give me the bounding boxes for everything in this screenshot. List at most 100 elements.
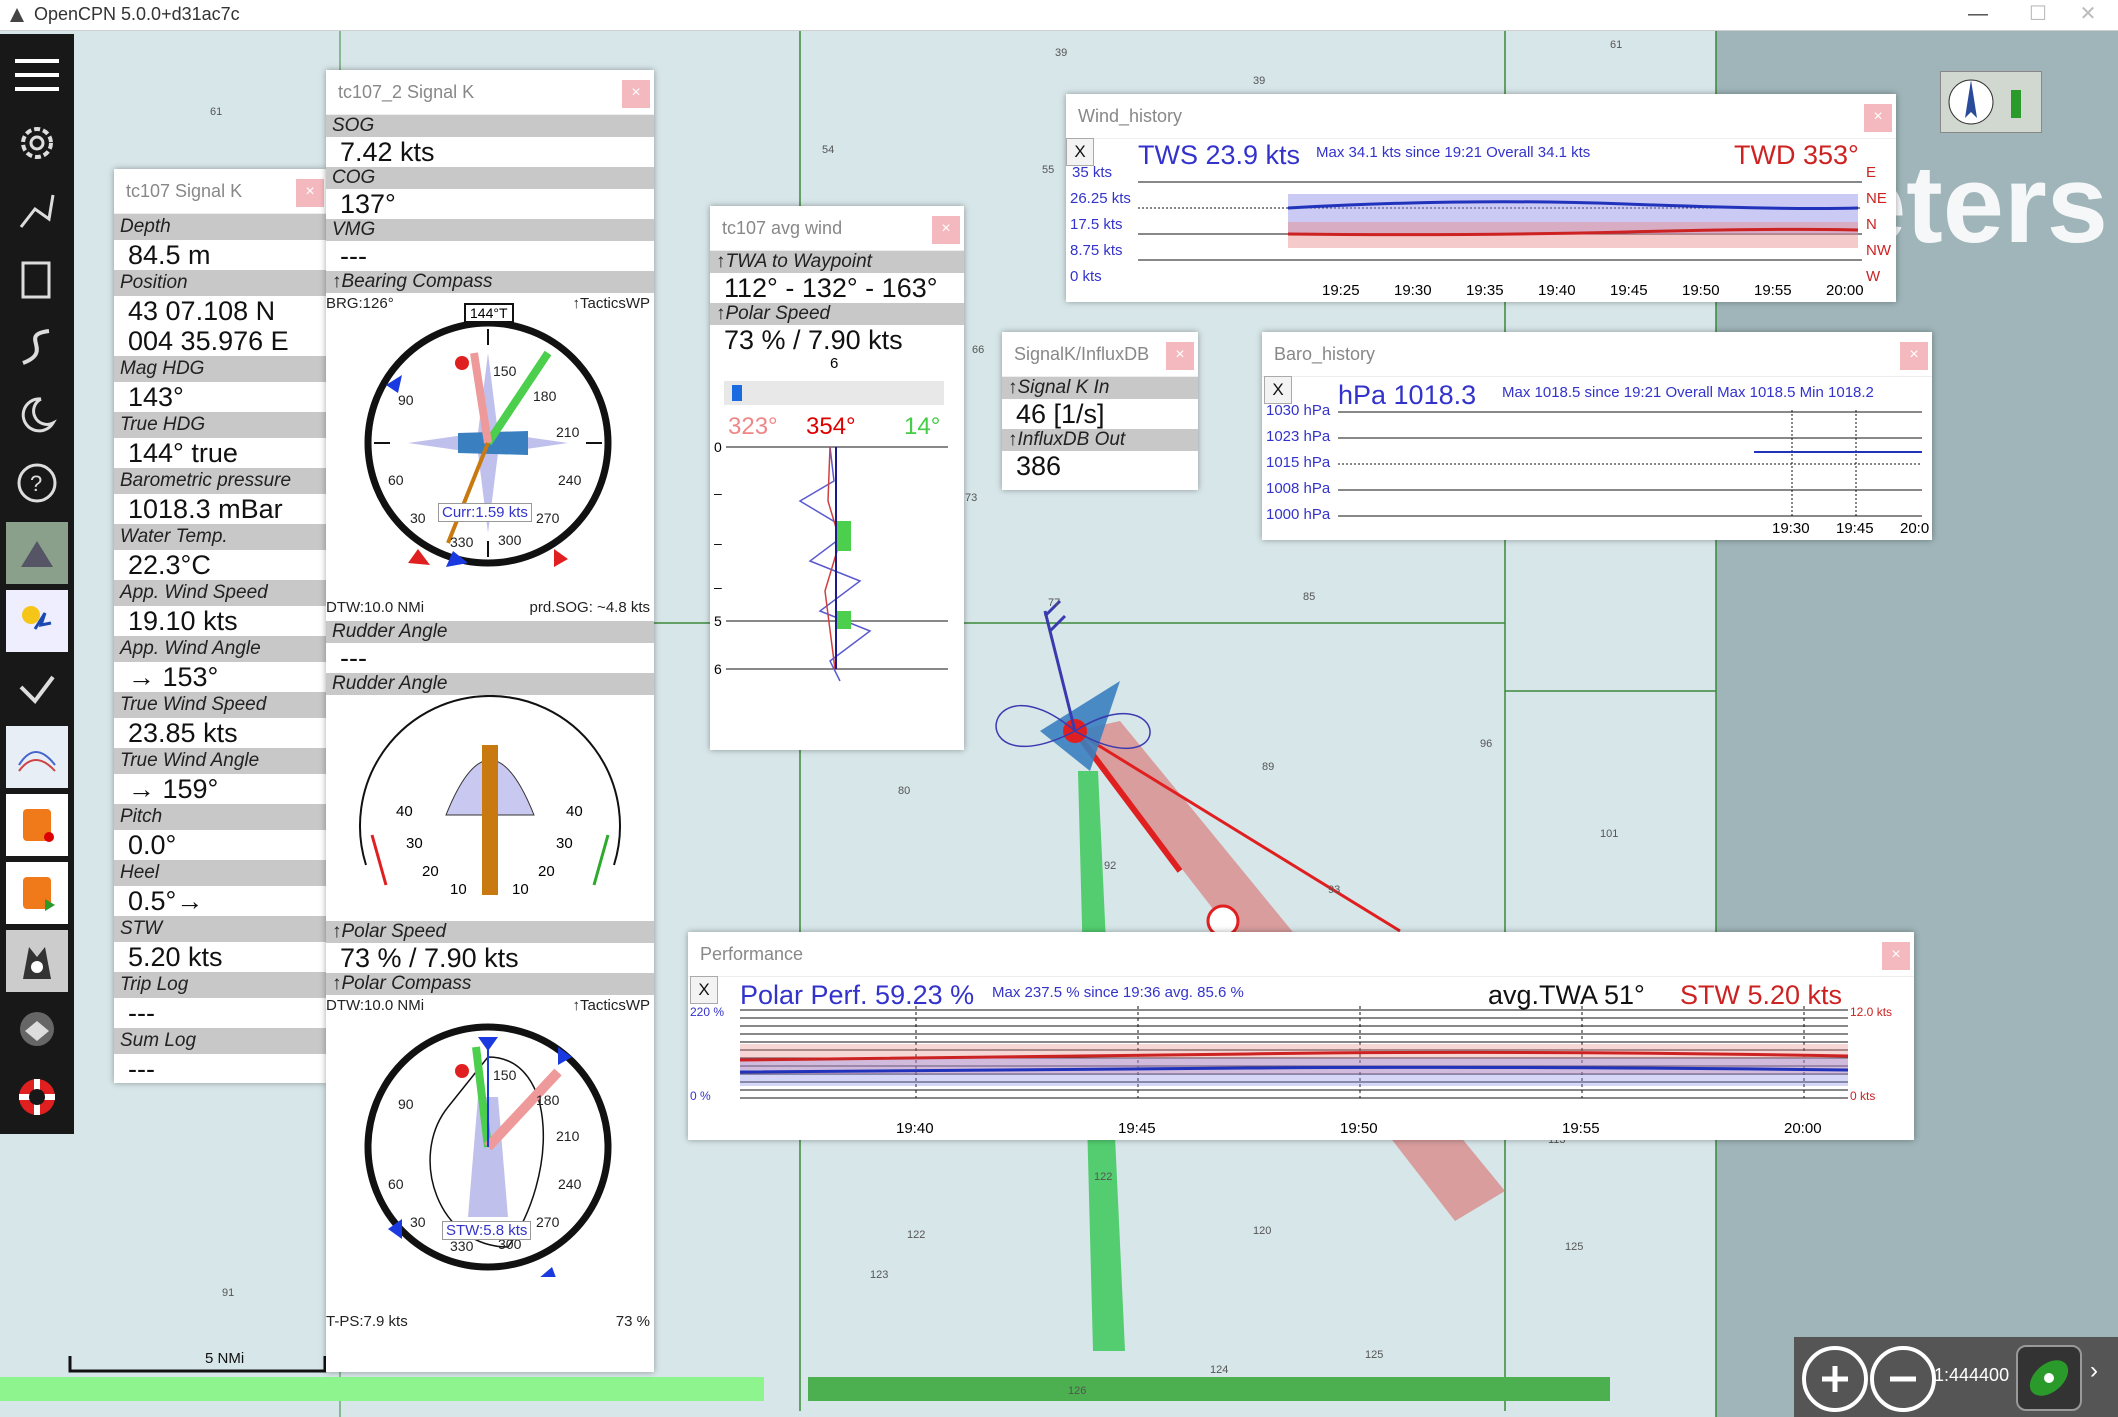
reset-history-button[interactable]: X	[1066, 138, 1094, 166]
tactics-plugin-icon[interactable]	[6, 658, 68, 720]
sounding: 39	[1253, 75, 1266, 87]
reset-history-button[interactable]: X	[1264, 376, 1292, 404]
panel-title[interactable]: tc107 Signal K	[114, 169, 326, 214]
menu-hamburger-icon[interactable]	[6, 44, 68, 106]
panel-title[interactable]: Baro_history	[1262, 332, 1932, 377]
influx-record-icon[interactable]	[6, 794, 68, 856]
x-label: 19:45	[1836, 520, 1874, 537]
rudder-scale-label: 10	[512, 881, 529, 898]
close-panel-button[interactable]: ×	[622, 80, 650, 108]
y-tick: 5	[714, 613, 722, 629]
baro-history-plot	[1338, 410, 1922, 517]
polar-compass-dial: 150 180 210 240 270 300 330 30 60 90	[364, 1023, 612, 1277]
y-tick: 0	[714, 439, 722, 455]
panel-title[interactable]: Performance	[688, 932, 1914, 977]
sog-caption: SOG	[326, 115, 654, 137]
opencpn-app-icon	[10, 8, 24, 22]
scale-bar-label: 5 NMi	[205, 1350, 245, 1367]
reset-history-button[interactable]: X	[690, 976, 718, 1004]
close-panel-button[interactable]: ×	[1166, 342, 1194, 370]
bearing-compass-gauge: BRG:126° ↑TacticsWP 150 180 210 240 270 …	[326, 293, 654, 621]
chart-quilt-toggle-icon[interactable]	[2016, 1345, 2082, 1411]
polar-speed-value: 73 % / 7.90 kts	[340, 943, 519, 973]
true-hdg-caption: True HDG	[114, 412, 326, 438]
mob-lifebuoy-icon[interactable]	[6, 1066, 68, 1128]
polar-speed-value: 73 % / 7.90 kts	[724, 325, 903, 355]
panel-title[interactable]: Wind_history	[1066, 94, 1896, 139]
zoom-in-button[interactable]	[1802, 1346, 1868, 1412]
baro-history-panel: Baro_history × X hPa 1018.3 Max 1018.5 s…	[1262, 332, 1932, 540]
trip-log-caption: Trip Log	[114, 972, 326, 998]
wind-dir-avg: 354°	[806, 413, 856, 440]
close-panel-button[interactable]: ×	[932, 216, 960, 244]
panel-title[interactable]: tc107_2 Signal K	[326, 70, 654, 115]
polar-perf-stats: Max 237.5 % since 19:36 avg. 85.6 %	[992, 984, 1244, 1001]
husky-plugin-icon[interactable]	[6, 930, 68, 992]
night-mode-icon[interactable]	[6, 384, 68, 446]
pitch-value: 0.0°	[128, 830, 177, 860]
x-label: 20:00	[1826, 282, 1864, 299]
route-icon[interactable]	[6, 180, 68, 242]
sog-value: 7.42 kts	[340, 137, 435, 167]
influx-play-icon[interactable]	[6, 862, 68, 924]
dial-label: 210	[556, 424, 580, 440]
averaging-slider[interactable]	[724, 381, 944, 405]
settings-gear-icon[interactable]	[6, 112, 68, 174]
sounding: 101	[1600, 828, 1619, 840]
help-icon[interactable]: ?	[6, 452, 68, 514]
sounding: 93	[1328, 884, 1341, 896]
rudder-dial	[359, 694, 621, 895]
mag-hdg-value: 143°	[128, 382, 184, 412]
dial-label: 240	[558, 1176, 582, 1192]
compass-status-widget[interactable]	[1940, 71, 2042, 133]
sounding: 66	[972, 344, 985, 356]
close-panel-button[interactable]: ×	[1882, 942, 1910, 970]
menu-chevron-icon[interactable]: ›	[2090, 1357, 2098, 1384]
y-label-left: 0 kts	[1070, 268, 1102, 285]
x-label: 19:30	[1394, 282, 1432, 299]
bearing-compass-caption: ↑Bearing Compass	[326, 271, 654, 293]
zoom-out-button[interactable]	[1870, 1346, 1936, 1412]
sounding: 120	[1253, 1225, 1272, 1237]
rudder-gauge-caption: Rudder Angle	[326, 673, 654, 695]
heel-value: 0.5°→	[128, 886, 204, 916]
sounding: 73	[965, 492, 978, 504]
minimize-icon[interactable]: —	[1968, 3, 1988, 25]
tws-readout: TWS 23.9 kts	[1138, 140, 1301, 170]
close-panel-button[interactable]: ×	[1900, 342, 1928, 370]
panel-title[interactable]: tc107 avg wind	[710, 206, 964, 251]
avg-wind-panel: tc107 avg wind × ↑TWA to Waypoint 112° -…	[710, 206, 964, 750]
sounding: 77	[1048, 597, 1061, 609]
influxdb-out-value: 386	[1016, 451, 1062, 481]
current-box: Curr:1.59 kts	[438, 503, 532, 522]
close-icon[interactable]: ✕	[2079, 3, 2097, 25]
panel-title[interactable]: SignalK/InfluxDB	[1002, 332, 1198, 377]
track-icon[interactable]	[6, 316, 68, 378]
sounding: 80	[898, 785, 911, 797]
close-panel-button[interactable]: ×	[296, 179, 324, 207]
polar-percent-label: 73 %	[615, 1313, 650, 1330]
slider-thumb[interactable]	[732, 385, 742, 401]
depth-caption: Depth	[114, 214, 326, 240]
rudder-caption: Rudder Angle	[326, 621, 654, 643]
y-label-left: 220 %	[690, 1005, 725, 1019]
y-label-left: 1023 hPa	[1266, 428, 1331, 445]
avg-wind-plot	[726, 446, 948, 682]
wind-dir-left: 323°	[728, 413, 778, 440]
maximize-icon[interactable]: ☐	[2029, 3, 2047, 25]
polar-compass-gauge: DTW:10.0 NMi ↑TacticsWP 150 180 210 240 …	[326, 995, 654, 1335]
y-label-left: 1000 hPa	[1266, 506, 1331, 523]
route-manager-icon[interactable]	[6, 248, 68, 310]
dial-label: 60	[388, 1176, 404, 1192]
weather-plugin-icon[interactable]	[6, 590, 68, 652]
dashboard-plugin-icon[interactable]	[6, 522, 68, 584]
y-label-right: NW	[1866, 242, 1891, 259]
grib-plugin-icon[interactable]	[6, 726, 68, 788]
window-titlebar: OpenCPN 5.0.0+d31ac7c — ☐ ✕	[0, 0, 2118, 31]
y-tick: –	[714, 485, 722, 501]
sounding: 61	[210, 106, 223, 118]
close-panel-button[interactable]: ×	[1864, 104, 1892, 132]
x-label: 19:45	[1118, 1120, 1156, 1137]
globe-plugin-icon[interactable]	[6, 998, 68, 1060]
avg-twa-readout: avg.TWA 51°	[1488, 980, 1645, 1010]
